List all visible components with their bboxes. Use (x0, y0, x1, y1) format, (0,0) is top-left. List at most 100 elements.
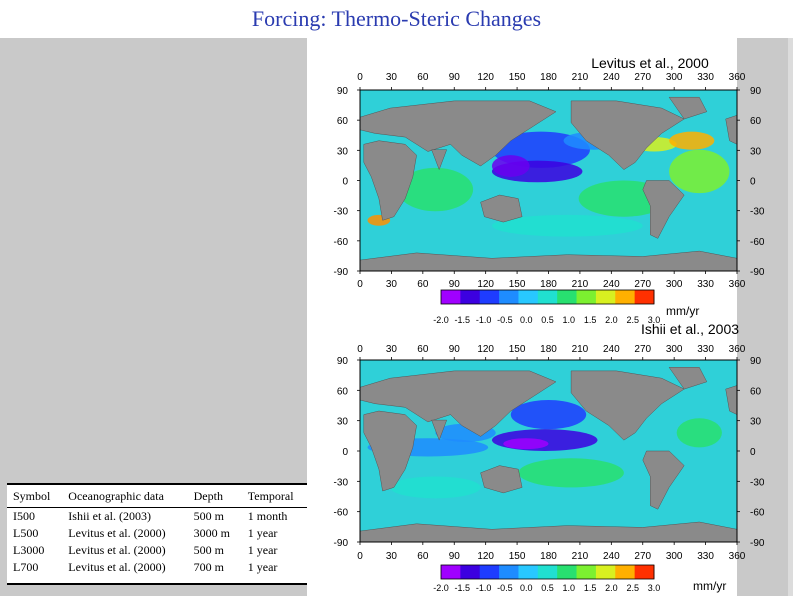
x-tick-label: 360 (729, 279, 746, 290)
anomaly-region (669, 149, 730, 194)
x-tick-label: 120 (477, 279, 494, 290)
x-tick-label: 150 (509, 72, 526, 83)
x-tick-label: 180 (540, 72, 557, 83)
colorbar-frame (440, 564, 655, 580)
colorbar-swatch (615, 565, 636, 579)
colorbar-tick-label: -1.5 (455, 583, 471, 593)
colorbar-swatch (441, 565, 461, 579)
colorbar-tick-label: 2.0 (605, 583, 618, 593)
table-cell: 500 m (193, 509, 224, 523)
colorbar-swatch (537, 290, 558, 304)
table-row: L3000 Levitus et al. (2000) 500 m 1 year (7, 542, 307, 559)
x-tick-label: 120 (477, 551, 494, 562)
x-tick-label: 300 (666, 551, 683, 562)
x-tick-label: 240 (603, 279, 620, 290)
map-panel: Ishii et al., 2003 0 0 30 30 60 60 90 90 120 120 15… (334, 321, 765, 593)
y-tick-label: 0 (750, 447, 756, 458)
colorbar-swatch (460, 565, 481, 579)
colorbar-tick-label: 3.0 (648, 583, 661, 593)
land-mass (725, 115, 737, 145)
colorbar-tick-label: 1.0 (563, 583, 576, 593)
colorbar-tick-label: 3.0 (648, 315, 661, 325)
x-tick-label: 240 (603, 344, 620, 355)
y-tick-label: -60 (750, 508, 765, 519)
colorbar-tick-label: 0.0 (520, 583, 533, 593)
map-field (360, 90, 737, 271)
y-tick-label: -30 (334, 207, 349, 218)
x-tick-label: 360 (729, 551, 746, 562)
map-panel: Levitus et al., 2000 0 0 30 30 60 60 90 90 120 120… (334, 55, 765, 325)
x-tick-label: 210 (572, 279, 589, 290)
oceanographic-data-table-box: Symbol Oceanographic data Depth Temporal… (7, 483, 307, 585)
y-tick-label: -90 (334, 538, 349, 549)
colorbar-swatch (479, 565, 500, 579)
x-tick-label: 300 (666, 72, 683, 83)
table-cell: I500 (13, 509, 35, 523)
slide-title: Forcing: Thermo-Steric Changes (251, 6, 542, 31)
anomaly-region (669, 131, 715, 150)
colorbar-swatch (499, 565, 519, 579)
x-tick-label: 30 (386, 344, 398, 355)
x-tick-label: 150 (509, 344, 526, 355)
colorbar-swatch (634, 565, 655, 579)
y-tick-label: 90 (337, 356, 349, 367)
y-tick-label: 0 (342, 447, 348, 458)
colorbar-swatch (537, 565, 558, 579)
x-tick-label: 300 (666, 344, 683, 355)
x-tick-label: 0 (357, 72, 363, 83)
x-tick-label: 180 (540, 551, 557, 562)
colorbar-tick-label: 2.0 (605, 315, 618, 325)
anomaly-region (491, 214, 643, 237)
x-tick-label: 0 (357, 344, 363, 355)
oceanographic-data-table: Symbol Oceanographic data Depth Temporal… (7, 485, 307, 576)
colorbar-units-label: mm/yr (666, 304, 699, 318)
x-tick-label: 90 (449, 344, 461, 355)
colorbar-tick-label: 0.0 (520, 315, 533, 325)
y-tick-label: -90 (334, 267, 349, 278)
table-cell: 1 year (247, 526, 278, 540)
colorbar-tick-label: -1.5 (455, 315, 471, 325)
land-mass (668, 96, 708, 120)
y-tick-label: 30 (337, 146, 349, 157)
table-cell: 1 year (247, 543, 278, 557)
y-tick-label: 60 (337, 116, 349, 127)
colorbar-tick-label: 2.5 (626, 583, 639, 593)
land-mass (725, 385, 737, 415)
land-mass (642, 450, 685, 510)
anomaly-region (397, 167, 474, 212)
x-tick-label: 60 (417, 279, 429, 290)
map-source-label: Ishii et al., 2003 (641, 321, 739, 337)
x-tick-label: 270 (634, 551, 651, 562)
x-tick-label: 150 (509, 279, 526, 290)
land-mass (480, 465, 523, 494)
colorbar-swatch (615, 290, 636, 304)
x-tick-label: 90 (449, 551, 461, 562)
land-mass (570, 370, 685, 441)
y-tick-label: 0 (342, 177, 348, 188)
y-tick-label: 90 (750, 86, 762, 97)
table-cell: Levitus et al. (2000) (68, 543, 166, 557)
colorbar-swatch (479, 290, 500, 304)
y-tick-label: 90 (337, 86, 349, 97)
y-tick-label: 60 (337, 386, 349, 397)
table-cell: L700 (13, 560, 39, 574)
colorbar-tick-label: -2.0 (433, 315, 449, 325)
colorbar-tick-label: 1.0 (563, 315, 576, 325)
colorbar-swatch (576, 565, 597, 579)
x-tick-label: 360 (729, 72, 746, 83)
table-cell: Levitus et al. (2000) (68, 526, 166, 540)
anomaly-region (390, 476, 481, 499)
anomaly-region (676, 418, 722, 448)
colorbar-tick-label: -1.0 (476, 315, 492, 325)
land-mass (363, 410, 417, 492)
colorbar-frame (440, 289, 655, 305)
anomaly-region (491, 429, 598, 451)
y-tick-label: -60 (334, 237, 349, 248)
colorbar-swatch (634, 290, 655, 304)
table-cell: Ishii et al. (2003) (68, 509, 151, 523)
x-tick-label: 330 (697, 344, 714, 355)
x-tick-label: 60 (417, 344, 429, 355)
colorbar-tick-label: -0.5 (497, 583, 513, 593)
anomaly-region (503, 438, 549, 450)
